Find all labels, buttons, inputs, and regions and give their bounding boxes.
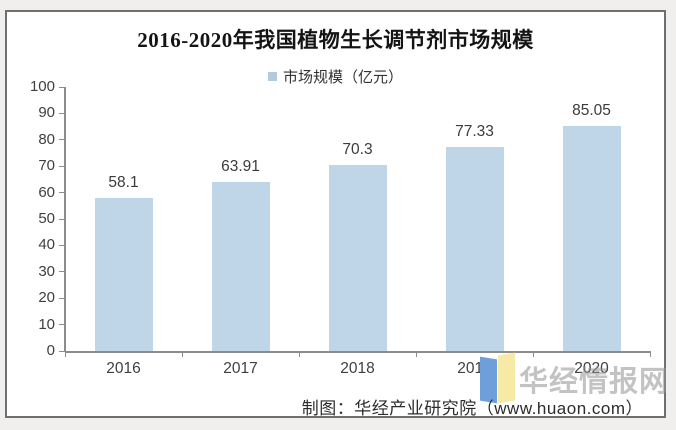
- credit-line: 制图：华经产业研究院（www.huaon.com）: [301, 399, 643, 418]
- x-axis-line: [65, 351, 650, 353]
- y-axis-tick-label: 70: [38, 157, 55, 175]
- y-axis-tick-label: 0: [46, 342, 55, 359]
- bar-2018: [328, 165, 387, 351]
- x-axis-tick: [532, 351, 534, 357]
- x-axis-label-2016: 2016: [106, 360, 141, 377]
- bar-value-label-2017: 63.91: [221, 158, 260, 176]
- bar-2019: [445, 146, 504, 351]
- x-axis-tick: [649, 351, 651, 357]
- chart-container: 2016-2020年我国植物生长调节剂市场规模 市场规模（亿元） 0 10 20 30…: [5, 10, 670, 418]
- y-axis-tick: [59, 165, 65, 167]
- y-axis-tick-label: 60: [38, 183, 55, 201]
- legend-label: 市场规模（亿元）: [282, 69, 403, 86]
- y-axis-tick: [59, 192, 65, 194]
- bar-value-label-2020: 85.05: [572, 102, 611, 120]
- y-axis-tick: [59, 324, 65, 326]
- chart-title: 2016-2020年我国植物生长调节剂市场规模: [137, 28, 534, 52]
- bar-2017: [211, 182, 270, 351]
- y-axis-tick: [59, 271, 65, 273]
- legend: 市场规模（亿元）: [7, 66, 664, 87]
- watermark: 华经情报网: [519, 366, 670, 398]
- x-axis-label-2020: 2020: [574, 360, 609, 377]
- x-axis-tick: [298, 351, 300, 357]
- x-axis-tick: [64, 351, 66, 357]
- y-axis-tick-label: 80: [38, 130, 55, 148]
- y-axis-tick-label: 10: [38, 315, 55, 333]
- y-axis-tick-label: 20: [38, 289, 55, 307]
- y-axis-tick: [59, 218, 65, 220]
- bar-value-label-2016: 58.1: [108, 173, 139, 191]
- y-axis-tick-label: 30: [38, 262, 55, 280]
- y-axis-tick-label: 50: [38, 210, 55, 227]
- bar-value-label-2018: 70.3: [342, 141, 373, 159]
- x-axis-tick: [181, 351, 183, 357]
- y-axis-tick: [59, 86, 65, 88]
- y-axis-tick-label: 90: [38, 104, 55, 122]
- y-axis-tick: [59, 350, 65, 352]
- legend-marker-icon: [267, 72, 277, 81]
- x-axis-label-2018: 2018: [340, 360, 375, 377]
- x-axis-label-2017: 2017: [223, 360, 258, 377]
- y-axis-tick: [59, 244, 65, 246]
- bar-value-label-2019: 77.33: [455, 122, 494, 140]
- y-axis-tick: [59, 112, 65, 114]
- x-axis-tick: [415, 351, 417, 357]
- y-axis-tick-label: 40: [38, 236, 55, 254]
- plot-area: 0 10 20 30 40 50 60 70 80 90 100 58.1 2016 63.91 2017 7…: [7, 12, 664, 416]
- bar-2016: [94, 197, 153, 351]
- y-axis-tick-label: 100: [29, 78, 55, 95]
- y-axis-tick: [59, 139, 65, 141]
- bar-2020: [562, 126, 621, 351]
- y-axis-tick: [59, 297, 65, 299]
